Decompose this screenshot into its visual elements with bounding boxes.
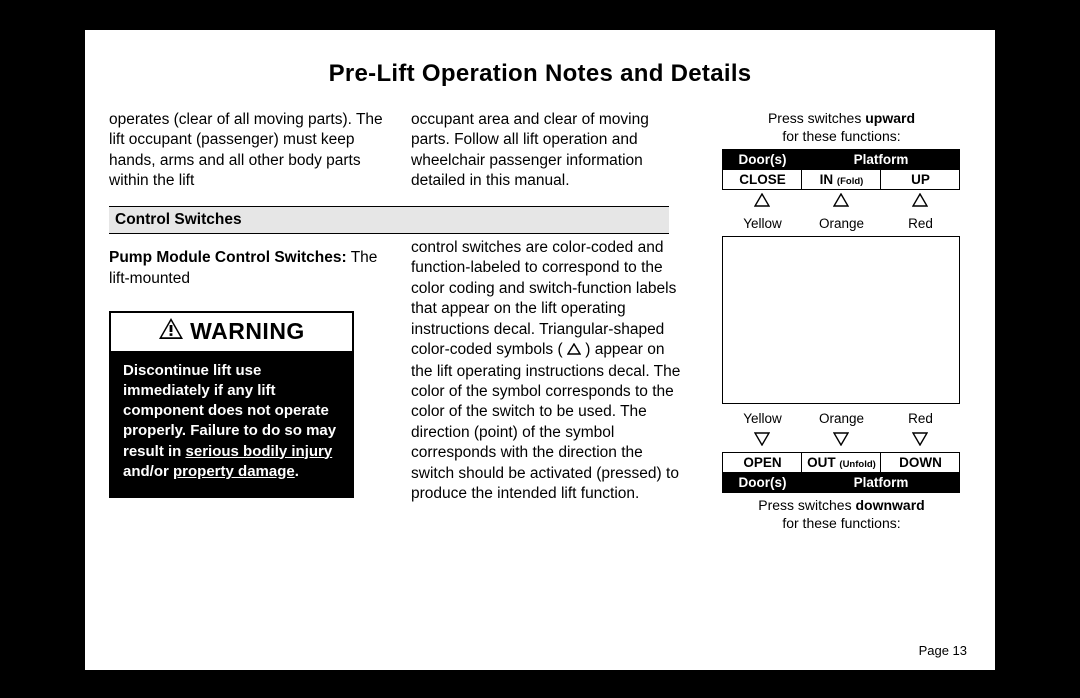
triangle-up-icon bbox=[754, 193, 770, 207]
cap-up-b: upward bbox=[865, 110, 915, 126]
col2-p2b: ) appear on the lift operating instructi… bbox=[411, 341, 680, 502]
page-number: Page 13 bbox=[919, 643, 967, 658]
cell-fold: (Fold) bbox=[837, 176, 863, 187]
cell-close: CLOSE bbox=[723, 170, 802, 190]
warning-header: WARNING bbox=[111, 313, 352, 350]
lbl-orange-dn: Orange bbox=[802, 408, 881, 429]
cell-unfold: (Unfold) bbox=[839, 459, 875, 470]
warning-body: Discontinue lift use immediately if any … bbox=[111, 351, 352, 497]
warn-body-c: . bbox=[295, 463, 299, 480]
inline-triangle-up-icon bbox=[567, 341, 581, 361]
warning-head-text: WARNING bbox=[190, 316, 305, 346]
cell-up: UP bbox=[881, 170, 960, 190]
lbl-yellow-dn: Yellow bbox=[723, 408, 802, 429]
tri-up-orange bbox=[802, 190, 881, 214]
hdr-platform-up: Platform bbox=[802, 150, 960, 170]
column-2: occupant area and clear of moving parts.… bbox=[411, 110, 690, 505]
cap-up-a: Press switches bbox=[768, 110, 865, 126]
column-3: Press switches upward for these function… bbox=[712, 110, 971, 536]
hdr-platform-dn: Platform bbox=[802, 473, 960, 493]
col1-para1: operates (clear of all moving parts). Th… bbox=[109, 110, 389, 192]
cell-in: IN (Fold) bbox=[802, 170, 881, 190]
triangle-down-icon bbox=[754, 432, 770, 446]
caption-up: Press switches upward for these function… bbox=[712, 110, 971, 145]
switch-table-down: Yellow Orange Red OPEN OUT (Unfold) DOWN… bbox=[722, 408, 960, 493]
warning-triangle-icon bbox=[158, 317, 184, 346]
tri-up-yellow bbox=[723, 190, 802, 214]
pump-lead-bold: Pump Module Control Switches: bbox=[109, 249, 347, 266]
cap-dn-c: for these functions: bbox=[782, 515, 900, 531]
triangle-up-icon bbox=[912, 193, 928, 207]
tri-dn-yellow bbox=[723, 429, 802, 453]
page-title: Pre-Lift Operation Notes and Details bbox=[109, 60, 971, 88]
cap-dn-a: Press switches bbox=[758, 497, 855, 513]
warn-body-u2: property damage bbox=[173, 463, 295, 480]
col2-para1: occupant area and clear of moving parts.… bbox=[411, 110, 690, 192]
section-bar-control-switches: Control Switches bbox=[109, 206, 669, 234]
cell-in-txt: IN bbox=[820, 172, 834, 187]
tri-up-red bbox=[881, 190, 960, 214]
cell-open: OPEN bbox=[723, 453, 802, 473]
document-page: Pre-Lift Operation Notes and Details ope… bbox=[85, 30, 995, 670]
column-1: operates (clear of all moving parts). Th… bbox=[109, 110, 389, 498]
triangle-down-icon bbox=[833, 432, 849, 446]
cell-down: DOWN bbox=[881, 453, 960, 473]
blank-image-placeholder bbox=[722, 236, 960, 404]
lbl-yellow-up: Yellow bbox=[723, 213, 802, 234]
col1-pump-para: Pump Module Control Switches: The lift-m… bbox=[109, 248, 389, 289]
caption-down: Press switches downward for these functi… bbox=[712, 497, 971, 532]
cell-out-txt: OUT bbox=[807, 455, 836, 470]
warn-body-b: and/or bbox=[123, 463, 173, 480]
switch-table-up: Door(s) Platform CLOSE IN (Fold) UP Yell… bbox=[722, 149, 960, 234]
cap-dn-b: downward bbox=[855, 497, 924, 513]
hdr-doors-up: Door(s) bbox=[723, 150, 802, 170]
warn-body-u1: serious bodily injury bbox=[186, 443, 333, 460]
warning-box: WARNING Discontinue lift use immediately… bbox=[109, 311, 354, 498]
col2-para2: control switches are color-coded and fun… bbox=[411, 238, 690, 505]
tri-dn-orange bbox=[802, 429, 881, 453]
columns: operates (clear of all moving parts). Th… bbox=[109, 110, 971, 536]
lbl-red-dn: Red bbox=[881, 408, 960, 429]
tri-dn-red bbox=[881, 429, 960, 453]
triangle-up-icon bbox=[833, 193, 849, 207]
hdr-doors-dn: Door(s) bbox=[723, 473, 802, 493]
cell-out: OUT (Unfold) bbox=[802, 453, 881, 473]
lbl-orange-up: Orange bbox=[802, 213, 881, 234]
lbl-red-up: Red bbox=[881, 213, 960, 234]
cap-up-c: for these functions: bbox=[782, 128, 900, 144]
triangle-down-icon bbox=[912, 432, 928, 446]
